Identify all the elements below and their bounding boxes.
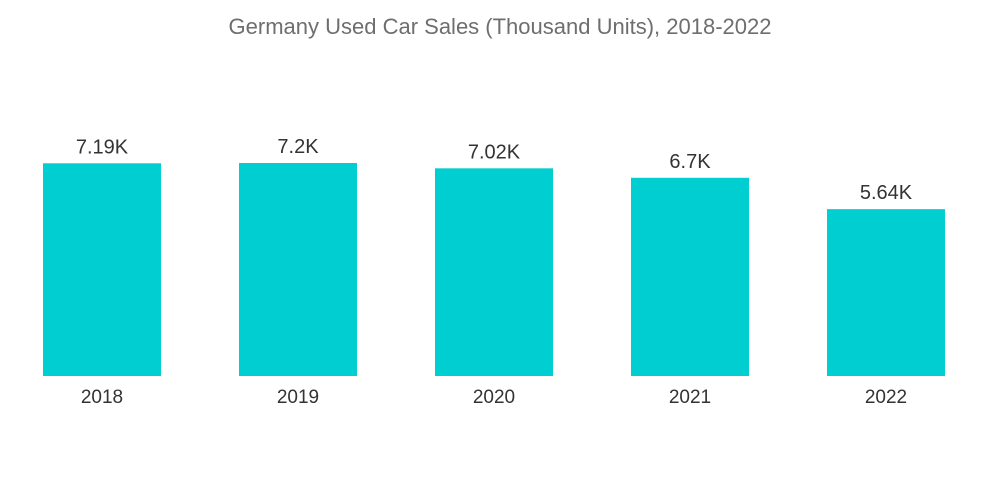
data-label-2020: 7.02K [468,141,521,163]
x-tick-label-2019: 2019 [277,387,319,408]
x-tick-label-2022: 2022 [865,387,907,408]
data-label-2019: 7.2K [277,136,319,158]
bar-2022 [827,209,945,376]
x-tick-label-2021: 2021 [669,387,711,408]
data-label-2022: 5.64K [860,182,913,204]
bar-2021 [631,177,749,376]
chart-title: Germany Used Car Sales (Thousand Units),… [228,14,772,39]
bar-2020 [435,168,553,376]
x-tick-label-2020: 2020 [473,387,515,408]
x-tick-label-2018: 2018 [81,387,123,408]
bar-2019 [239,163,357,376]
bar-2018 [43,163,161,376]
data-label-2021: 6.7K [669,151,711,173]
data-label-2018: 7.19K [76,136,129,158]
